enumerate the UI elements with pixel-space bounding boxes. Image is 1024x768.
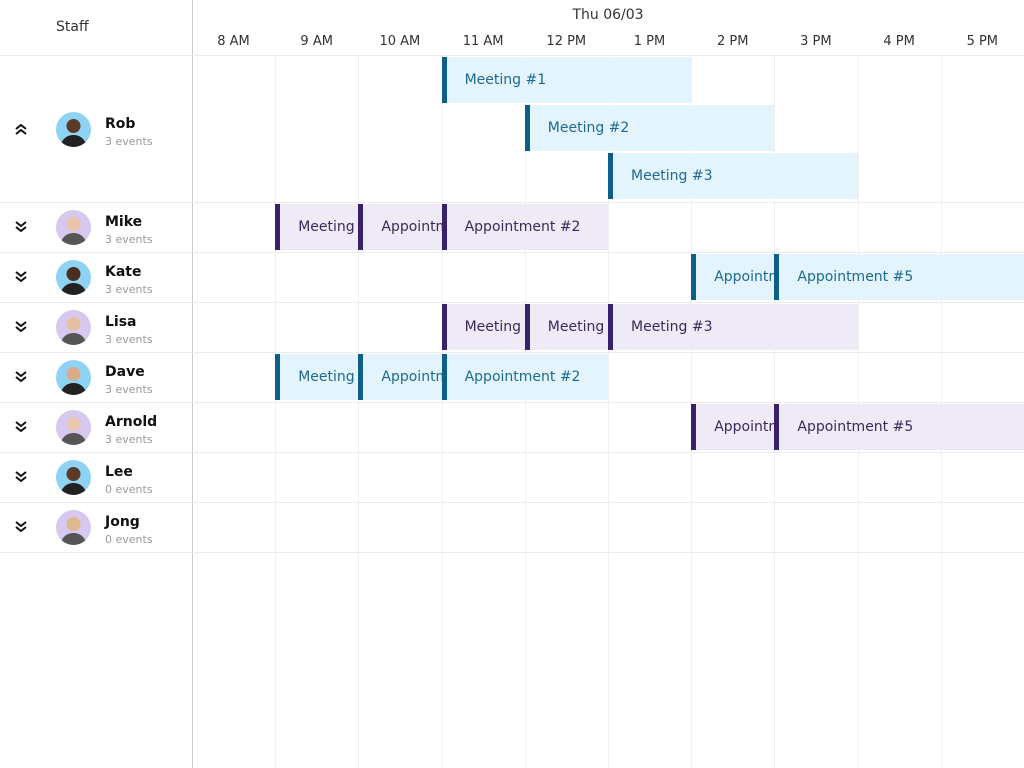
grid-line (441, 56, 443, 768)
avatar-figure (60, 417, 87, 445)
row-line (0, 202, 1024, 203)
avatar (56, 510, 91, 545)
header-line (0, 55, 1024, 56)
expand-button[interactable] (14, 419, 28, 433)
expand-button[interactable] (14, 519, 28, 533)
event-block[interactable]: Appointment #2 (441, 204, 608, 250)
avatar-figure (60, 217, 87, 245)
event-block[interactable]: Appointment #2 (441, 354, 608, 400)
event-block[interactable]: Meeting #1 (441, 57, 692, 103)
staff-name: Rob (105, 116, 136, 132)
avatar (56, 460, 91, 495)
avatar-figure (60, 467, 87, 495)
hour-label: 12 PM (546, 34, 587, 49)
grid-line (358, 56, 360, 768)
avatar (56, 260, 91, 295)
staff-name: Lisa (105, 314, 137, 330)
event-count: 3 events (105, 433, 153, 446)
event-block[interactable]: Meeting #3 (608, 304, 858, 350)
event-block[interactable]: Appointment #5 (774, 254, 1024, 300)
hour-label: 10 AM (379, 34, 421, 49)
event-block[interactable]: Meeting (441, 304, 525, 350)
avatar (56, 210, 91, 245)
staff-name: Kate (105, 264, 142, 280)
event-count: 3 events (105, 333, 153, 346)
grid-line (524, 56, 526, 768)
chevron-icon (15, 321, 27, 333)
avatar (56, 410, 91, 445)
panel-divider (192, 0, 193, 768)
staff-name: Jong (105, 514, 140, 530)
avatar-figure (60, 517, 87, 545)
event-block[interactable]: Meeting #2 (524, 105, 775, 151)
hour-label: 4 PM (883, 34, 915, 49)
hour-label: 5 PM (966, 34, 999, 49)
event-block[interactable]: Appointm (358, 204, 442, 250)
expand-button[interactable] (14, 319, 28, 333)
row-line (0, 402, 1024, 403)
chevron-icon (15, 123, 27, 135)
chevron-icon (15, 471, 27, 483)
row-line (0, 552, 1024, 553)
staff-name: Arnold (105, 414, 158, 430)
event-count: 3 events (105, 283, 153, 296)
chevron-icon (15, 221, 27, 233)
event-block[interactable]: Appointm (691, 254, 775, 300)
event-block[interactable]: Meeting (524, 304, 608, 350)
event-count: 3 events (105, 383, 153, 396)
avatar (56, 310, 91, 345)
avatar (56, 360, 91, 395)
staff-name: Mike (105, 214, 143, 230)
date-header: Thu 06/03 (572, 7, 644, 23)
hour-label: 9 AM (300, 34, 333, 49)
row-line (0, 502, 1024, 503)
expand-button[interactable] (14, 469, 28, 483)
event-count: 0 events (105, 483, 153, 496)
chevron-icon (15, 271, 27, 283)
grid-line (275, 56, 277, 768)
staff-name: Dave (105, 364, 145, 380)
grid-line (608, 56, 609, 768)
staff-name: Lee (105, 464, 133, 480)
row-line (0, 252, 1024, 253)
chevron-icon (15, 371, 27, 383)
avatar (56, 112, 91, 147)
chevron-icon (15, 421, 27, 433)
row-line (0, 352, 1024, 353)
expand-button[interactable] (14, 219, 28, 233)
hour-label: 8 AM (217, 34, 250, 49)
event-block[interactable]: Meeting #3 (608, 153, 858, 199)
staff-header: Staff (56, 19, 89, 35)
avatar-figure (60, 317, 87, 345)
avatar-figure (60, 267, 87, 295)
hour-label: 1 PM (633, 34, 666, 49)
event-count: 3 events (105, 233, 153, 246)
event-block[interactable]: Meeting (275, 354, 359, 400)
expand-button[interactable] (14, 369, 28, 383)
hour-label: 3 PM (800, 34, 832, 49)
avatar-figure (60, 119, 87, 147)
event-block[interactable]: Meeting (275, 204, 359, 250)
avatar-figure (60, 367, 87, 395)
event-block[interactable]: Appointm (691, 404, 775, 450)
hour-label: 2 PM (716, 34, 749, 49)
event-count: 3 events (105, 135, 153, 148)
expand-button[interactable] (14, 269, 28, 283)
event-block[interactable]: Appointment #5 (774, 404, 1024, 450)
row-line (0, 302, 1024, 303)
hour-label: 11 AM (462, 34, 504, 49)
event-count: 0 events (105, 533, 153, 546)
row-line (0, 452, 1024, 453)
collapse-button[interactable] (14, 121, 28, 135)
chevron-icon (15, 521, 27, 533)
event-block[interactable]: Appointm (358, 354, 442, 400)
